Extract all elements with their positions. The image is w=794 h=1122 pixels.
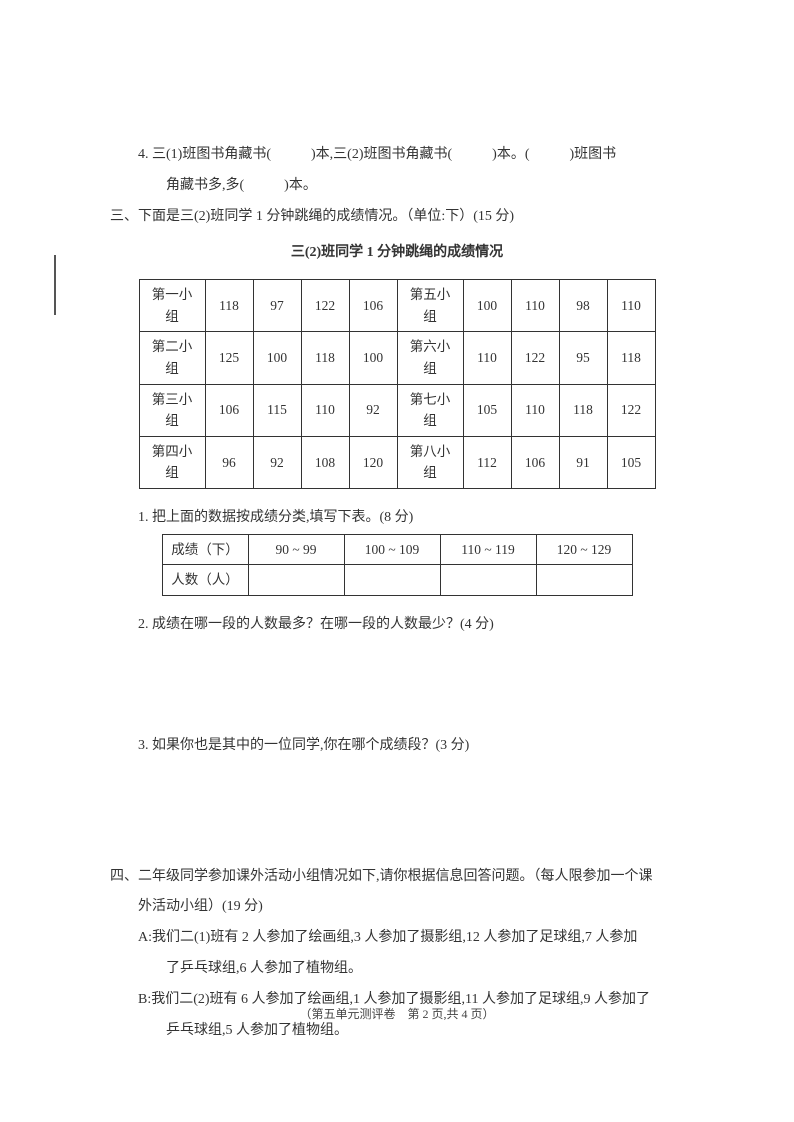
table-cell: 122 [301,280,349,332]
s3-q2: 2. 成绩在哪一段的人数最多？在哪一段的人数最少？(4 分) [110,610,684,641]
table-cell: 125 [205,332,253,384]
table-cell: 92 [253,436,301,488]
table-cell [344,565,440,596]
table-cell: 97 [253,280,301,332]
table-cell [536,565,632,596]
table-cell: 第四小组 [139,436,205,488]
table-cell: 第二小组 [139,332,205,384]
table-cell: 110 [463,332,511,384]
table-cell: 118 [205,280,253,332]
table-cell: 106 [205,384,253,436]
table-cell: 第八小组 [397,436,463,488]
table-row: 第二小组125100118100第六小组11012295118 [139,332,655,384]
table-cell: 92 [349,384,397,436]
q4-text-e: 角藏书多,多( [166,178,244,193]
table-cell: 成绩（下） [162,534,248,565]
table-cell: 106 [511,436,559,488]
table-cell: 122 [511,332,559,384]
spacer-2 [110,762,684,852]
q4-line1: 4. 三(1)班图书角藏书( )本,三(2)班图书角藏书( )本。( )班图书 [110,140,684,171]
s3-q3: 3. 如果你也是其中的一位同学,你在哪个成绩段？(3 分) [110,731,684,762]
q4-text-b: )本,三(2)班图书角藏书( [311,147,452,162]
table-cell: 第七小组 [397,384,463,436]
table-cell: 110 [511,384,559,436]
section4-heading-a: 四、二年级同学参加课外活动小组情况如下,请你根据信息回答问题。（每人限参加一个课 [110,862,684,893]
table-cell: 第五小组 [397,280,463,332]
s4-A-b: 了乒乓球组,6 人参加了植物组。 [110,954,684,985]
table-cell: 100 [253,332,301,384]
table-cell: 100 [349,332,397,384]
table-cell: 100 [463,280,511,332]
s3-q1: 1. 把上面的数据按成绩分类,填写下表。(8 分) [110,503,684,534]
q4-text-c: )本。( [492,147,529,162]
table-cell: 112 [463,436,511,488]
table-cell: 90 ~ 99 [248,534,344,565]
section3-heading: 三、下面是三(2)班同学 1 分钟跳绳的成绩情况。（单位:下）(15 分) [110,202,684,233]
table-cell: 110 [301,384,349,436]
table-cell [248,565,344,596]
table-cell: 第三小组 [139,384,205,436]
table-cell: 第六小组 [397,332,463,384]
summary-table: 成绩（下）90 ~ 99100 ~ 109110 ~ 119120 ~ 129人… [162,534,633,596]
table-cell: 91 [559,436,607,488]
table-cell: 120 [349,436,397,488]
q4-text-a: 4. 三(1)班图书角藏书( [138,147,271,162]
table-cell: 118 [559,384,607,436]
table-cell: 118 [607,332,655,384]
main-data-table: 第一小组11897122106第五小组10011098110第二小组125100… [139,279,656,489]
table-cell [440,565,536,596]
q4-text-d: )班图书 [569,147,616,162]
table-cell: 122 [607,384,655,436]
table-cell: 110 [607,280,655,332]
table-cell: 106 [349,280,397,332]
q4-line2: 角藏书多,多( )本。 [110,171,684,202]
table-row: 成绩（下）90 ~ 99100 ~ 109110 ~ 119120 ~ 129 [162,534,632,565]
table-cell: 105 [463,384,511,436]
table-cell: 人数（人） [162,565,248,596]
table-cell: 120 ~ 129 [536,534,632,565]
margin-mark [54,255,56,315]
page-content: 4. 三(1)班图书角藏书( )本,三(2)班图书角藏书( )本。( )班图书 角藏书… [0,0,794,1086]
table-row: 人数（人） [162,565,632,596]
table-row: 第一小组11897122106第五小组10011098110 [139,280,655,332]
table-cell: 105 [607,436,655,488]
table-row: 第三小组10611511092第七小组105110118122 [139,384,655,436]
spacer-2b [110,852,684,862]
table-cell: 110 ~ 119 [440,534,536,565]
q4-text-f: )本。 [284,178,317,193]
table-cell: 110 [511,280,559,332]
page-footer: （第五单元测评卷 第 2 页,共 4 页） [0,1005,794,1022]
table-row: 第四小组9692108120第八小组11210691105 [139,436,655,488]
main-table-title: 三(2)班同学 1 分钟跳绳的成绩情况 [110,238,684,269]
spacer-1 [110,641,684,731]
table-cell: 100 ~ 109 [344,534,440,565]
table-cell: 115 [253,384,301,436]
section4-heading-b: 外活动小组）(19 分) [110,892,684,923]
table-cell: 118 [301,332,349,384]
table-cell: 108 [301,436,349,488]
table-cell: 96 [205,436,253,488]
table-cell: 98 [559,280,607,332]
s4-A-a: A:我们二(1)班有 2 人参加了绘画组,3 人参加了摄影组,12 人参加了足球… [110,923,684,954]
table-cell: 第一小组 [139,280,205,332]
table-cell: 95 [559,332,607,384]
